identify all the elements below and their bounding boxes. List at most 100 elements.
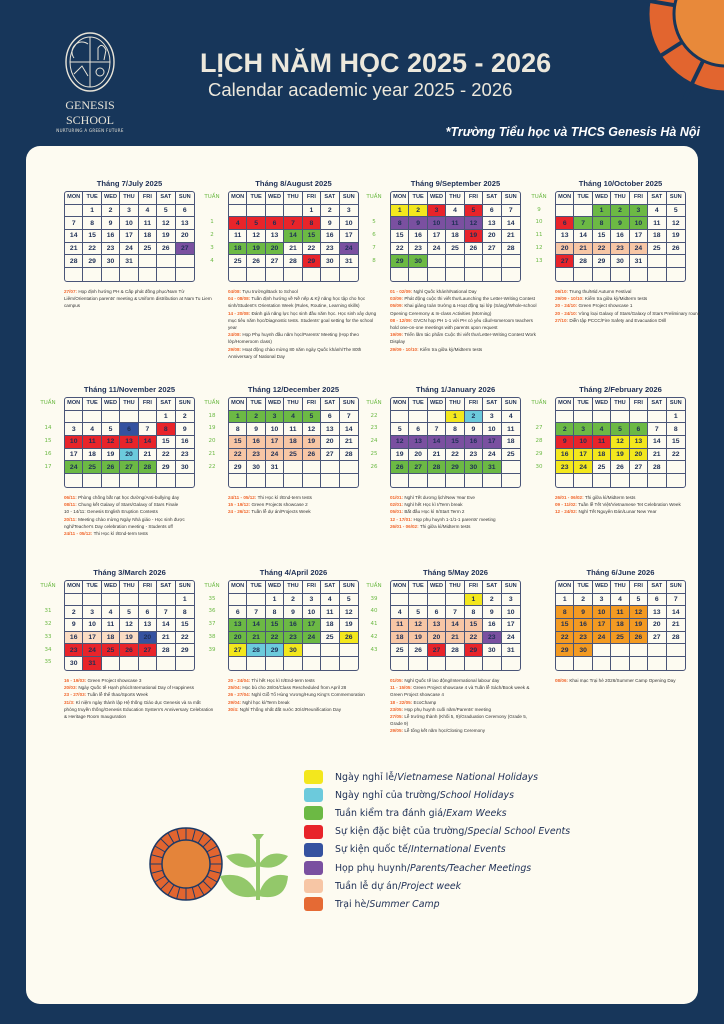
day-cell[interactable]: 21 <box>666 619 685 632</box>
day-cell[interactable]: 17 <box>65 448 84 462</box>
day-cell[interactable]: 16 <box>247 436 266 449</box>
day-cell[interactable]: 1 <box>83 204 102 218</box>
day-cell[interactable]: 12 <box>611 436 630 449</box>
day-cell[interactable]: 31 <box>483 461 502 475</box>
day-cell[interactable]: 21 <box>574 242 593 256</box>
day-cell[interactable]: 15 <box>229 436 248 449</box>
day-cell[interactable]: 10 <box>427 217 447 231</box>
day-cell[interactable]: 18 <box>229 242 248 256</box>
day-cell[interactable]: 31 <box>83 657 102 670</box>
day-cell[interactable]: 11 <box>501 423 520 437</box>
day-cell[interactable]: 31 <box>501 644 520 658</box>
day-cell[interactable]: 9 <box>175 423 194 437</box>
day-cell[interactable]: 7 <box>666 594 685 607</box>
day-cell[interactable]: 20 <box>409 448 428 462</box>
day-cell[interactable]: 23 <box>101 242 121 256</box>
day-cell[interactable]: 20 <box>648 619 667 632</box>
day-cell[interactable]: 10 <box>65 436 84 449</box>
day-cell[interactable]: 4 <box>101 606 121 620</box>
day-cell[interactable]: 20 <box>175 230 194 243</box>
day-cell[interactable]: 7 <box>427 423 447 437</box>
day-cell[interactable]: 12 <box>629 606 649 620</box>
day-cell[interactable]: 20 <box>321 436 340 449</box>
day-cell[interactable]: 6 <box>321 410 340 424</box>
day-cell[interactable]: 2 <box>175 411 194 424</box>
day-cell[interactable]: 22 <box>446 448 465 462</box>
day-cell[interactable]: 14 <box>284 230 303 243</box>
day-cell[interactable]: 12 <box>391 436 410 449</box>
day-cell[interactable]: 31 <box>339 255 358 269</box>
day-cell[interactable]: 4 <box>83 423 102 437</box>
day-cell[interactable]: 30 <box>175 461 194 475</box>
day-cell[interactable]: 17 <box>302 619 322 632</box>
day-cell[interactable]: 24 <box>302 631 322 645</box>
day-cell[interactable]: 23 <box>556 461 575 475</box>
day-cell[interactable]: 6 <box>556 217 575 231</box>
day-cell[interactable]: 24 <box>265 448 285 462</box>
day-cell[interactable]: 2 <box>101 204 121 218</box>
day-cell[interactable]: 8 <box>391 217 410 231</box>
day-cell[interactable]: 6 <box>229 606 248 620</box>
day-cell[interactable]: 9 <box>611 217 630 231</box>
day-cell[interactable]: 4 <box>501 411 520 424</box>
day-cell[interactable]: 10 <box>120 217 139 231</box>
day-cell[interactable]: 27 <box>629 461 649 475</box>
day-cell[interactable]: 25 <box>592 461 612 475</box>
day-cell[interactable]: 18 <box>101 631 121 645</box>
day-cell[interactable]: 23 <box>483 631 502 645</box>
day-cell[interactable]: 14 <box>666 606 685 620</box>
day-cell[interactable]: 2 <box>321 204 340 218</box>
day-cell[interactable]: 20 <box>556 242 575 256</box>
day-cell[interactable]: 18 <box>321 619 340 632</box>
day-cell[interactable]: 28 <box>501 243 520 256</box>
day-cell[interactable]: 21 <box>648 448 667 462</box>
day-cell[interactable]: 18 <box>592 448 612 462</box>
day-cell[interactable]: 25 <box>138 242 158 256</box>
day-cell[interactable]: 21 <box>446 631 465 645</box>
day-cell[interactable]: 10 <box>483 423 502 437</box>
day-cell[interactable]: 15 <box>446 436 465 449</box>
day-cell[interactable]: 25 <box>101 644 121 658</box>
day-cell[interactable]: 1 <box>175 594 194 607</box>
day-cell[interactable]: 25 <box>83 461 102 475</box>
day-cell[interactable]: 6 <box>265 217 285 231</box>
day-cell[interactable]: 28 <box>157 644 176 658</box>
day-cell[interactable]: 26 <box>339 631 358 645</box>
day-cell[interactable]: 19 <box>409 631 428 645</box>
day-cell[interactable]: 28 <box>138 461 158 475</box>
day-cell[interactable]: 5 <box>101 423 121 437</box>
day-cell[interactable]: 30 <box>483 644 502 658</box>
day-cell[interactable]: 13 <box>483 217 502 231</box>
day-cell[interactable]: 16 <box>483 619 502 632</box>
day-cell[interactable]: 19 <box>120 631 139 645</box>
day-cell[interactable]: 10 <box>339 217 358 231</box>
day-cell[interactable]: 17 <box>592 619 612 632</box>
day-cell[interactable]: 20 <box>265 242 285 256</box>
day-cell[interactable]: 26 <box>247 255 266 269</box>
day-cell[interactable]: 16 <box>284 619 303 632</box>
day-cell[interactable]: 10 <box>302 606 322 620</box>
day-cell[interactable]: 6 <box>409 423 428 437</box>
day-cell[interactable]: 22 <box>83 242 102 256</box>
day-cell[interactable]: 21 <box>284 242 303 256</box>
day-cell[interactable]: 4 <box>611 593 630 607</box>
day-cell[interactable]: 25 <box>284 448 303 462</box>
day-cell[interactable]: 29 <box>391 255 410 269</box>
day-cell[interactable]: 7 <box>157 606 176 620</box>
day-cell[interactable]: 26 <box>666 243 685 256</box>
day-cell[interactable]: 8 <box>157 423 176 437</box>
day-cell[interactable]: 23 <box>611 242 630 256</box>
day-cell[interactable]: 12 <box>157 217 176 231</box>
day-cell[interactable]: 14 <box>138 436 158 449</box>
day-cell[interactable]: 30 <box>611 255 630 269</box>
day-cell[interactable]: 28 <box>247 644 266 658</box>
day-cell[interactable]: 8 <box>592 217 612 231</box>
day-cell[interactable]: 9 <box>483 606 502 620</box>
day-cell[interactable]: 20 <box>427 631 447 645</box>
day-cell[interactable]: 24 <box>574 461 593 475</box>
day-cell[interactable]: 27 <box>648 631 667 645</box>
day-cell[interactable]: 23 <box>321 242 340 256</box>
day-cell[interactable]: 13 <box>629 436 649 449</box>
day-cell[interactable]: 18 <box>648 230 667 243</box>
day-cell[interactable]: 17 <box>339 230 358 243</box>
